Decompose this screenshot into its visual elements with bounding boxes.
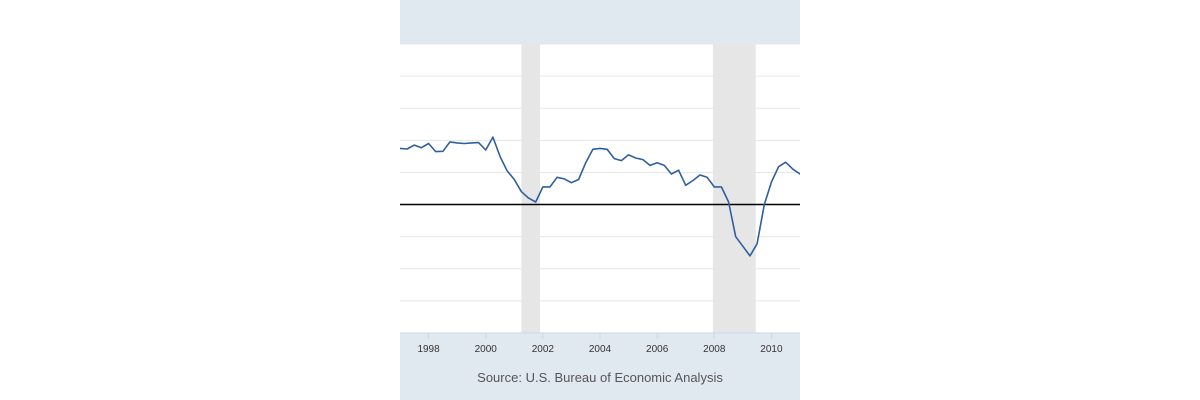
x-axis-ticks: 1998 2000 2002 2004 2006 2008 2010 [417,333,783,355]
x-tick-label: 2006 [646,344,669,355]
chart-panel: 1998 2000 2002 2004 2006 2008 2010 Source: U.S… [400,0,800,400]
recession-band-1 [521,44,540,333]
recession-bands [521,44,756,333]
x-tick-label: 2010 [760,344,783,355]
series-lines [400,136,800,257]
x-tick-label: 2002 [532,344,555,355]
line-chart: 1998 2000 2002 2004 2006 2008 2010 [400,43,800,355]
x-tick-label: 2004 [589,344,612,355]
x-tick-label: 2000 [475,344,498,355]
source-label: Source: U.S. Bureau of Economic Analysis [477,370,723,385]
recession-band-2 [712,44,756,333]
series-line-1 [400,136,800,257]
x-tick-label: 2008 [703,344,726,355]
x-tick-label: 1998 [417,344,440,355]
